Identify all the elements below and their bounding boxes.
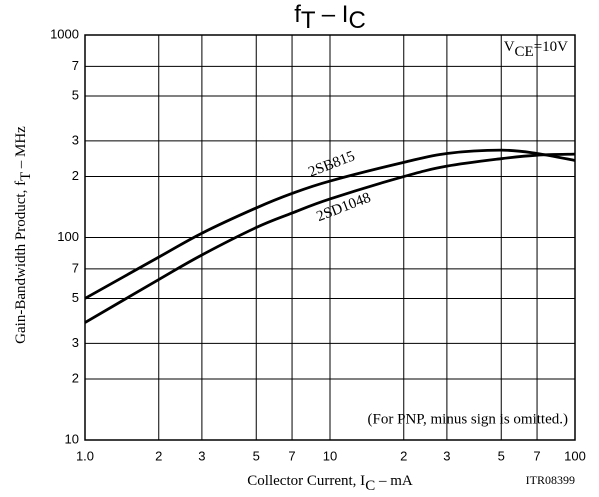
x-tick-label: 2 [155, 448, 162, 463]
y-tick-label: 7 [72, 58, 79, 73]
y-tick-label: 7 [72, 260, 79, 275]
y-tick-label: 5 [72, 87, 79, 102]
title-sub: C [348, 7, 365, 34]
y-tick-label: 100 [57, 229, 79, 244]
label-sub: C [365, 478, 375, 494]
x-tick-label: 3 [443, 448, 450, 463]
label-part: Collector Current, I [247, 473, 365, 489]
title-sub: T [301, 7, 316, 34]
label-sub: T [18, 172, 34, 181]
x-tick-label: 3 [198, 448, 205, 463]
y-tick-label: 2 [72, 370, 79, 385]
y-tick-label: 10 [65, 431, 79, 446]
x-tick-label: 7 [288, 448, 295, 463]
label-part: Gain-Bandwidth Product, f [13, 181, 29, 344]
title-part: – I [315, 1, 348, 28]
series-line [84, 148, 576, 300]
x-tick-label: 2 [400, 448, 407, 463]
label-part: – MHz [13, 126, 29, 172]
figure-code: ITR08399 [526, 473, 575, 487]
plot-frame [84, 34, 576, 441]
cond-sub: CE [515, 44, 534, 60]
condition: VCE=10V [504, 39, 568, 60]
series-line [84, 152, 576, 324]
y-axis-label: Gain-Bandwidth Product, fT – MHz [13, 126, 34, 344]
y-tick-label: 2 [72, 168, 79, 183]
cond-part: =10V [534, 39, 568, 55]
note: (For PNP, minus sign is omitted.) [368, 411, 568, 427]
x-tick-label: 1.0 [76, 448, 94, 463]
y-tick-label: 1000 [50, 26, 79, 41]
x-tick-label: 7 [533, 448, 540, 463]
y-tick-label: 3 [72, 132, 79, 147]
x-tick-label: 5 [498, 448, 505, 463]
title-part: f [294, 1, 301, 28]
x-tick-label: 100 [564, 448, 586, 463]
x-tick-label: 10 [323, 448, 337, 463]
label-part: – mA [375, 473, 413, 489]
cond-part: V [504, 39, 515, 55]
x-axis-label: Collector Current, IC – mA [247, 473, 413, 494]
chart-title: fT – IC [294, 1, 366, 34]
y-tick-label: 3 [72, 335, 79, 350]
x-tick-label: 5 [253, 448, 260, 463]
y-tick-label: 5 [72, 290, 79, 305]
